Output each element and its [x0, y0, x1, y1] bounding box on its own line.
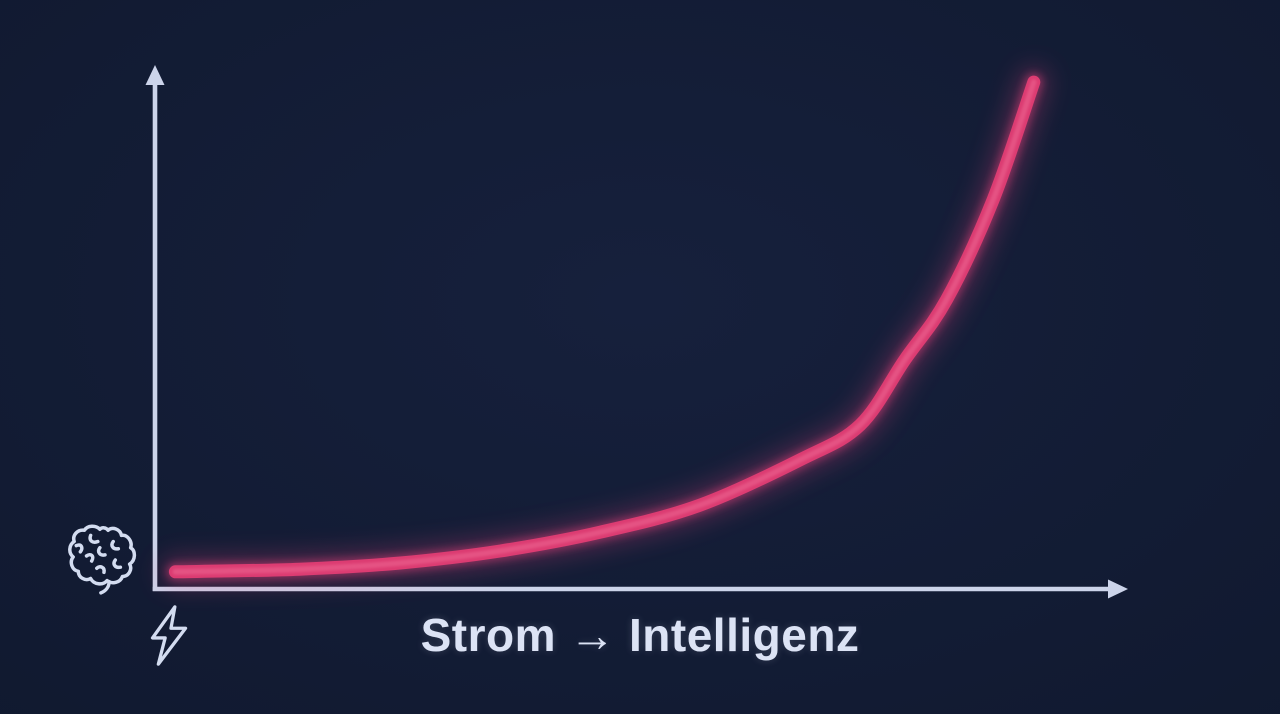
lightning-bolt-icon: [142, 603, 198, 669]
x-axis-arrowhead: [1108, 579, 1128, 599]
curve-glow-inner: [166, 73, 1043, 581]
brain-icon: [66, 521, 144, 597]
curve-glow: [159, 66, 1050, 588]
x-axis-label: Strom → Intelligenz: [420, 609, 860, 661]
y-axis-arrowhead: [145, 65, 165, 85]
curve-highlight: [172, 79, 1037, 575]
exponential-curve: [168, 75, 1041, 579]
axes: [145, 65, 1128, 599]
curve-group: [159, 66, 1050, 588]
